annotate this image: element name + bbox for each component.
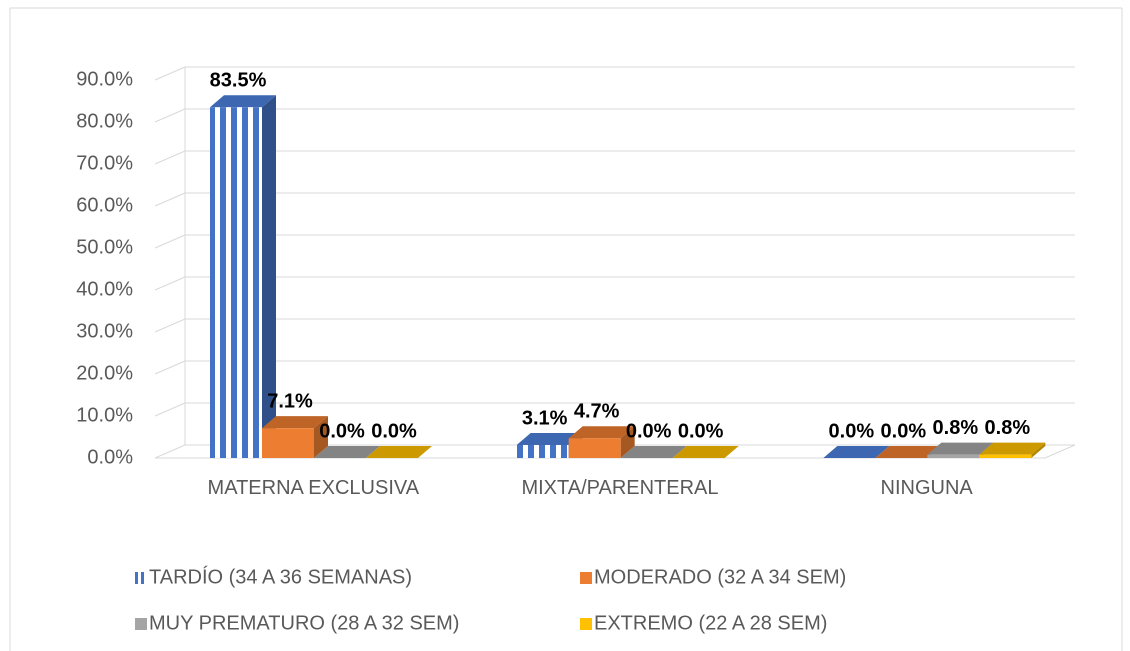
y-tick-label: 0.0% [87, 446, 133, 468]
legend-label: EXTREMO (22 A 28 SEM) [594, 612, 827, 634]
grid-line-side [154, 108, 186, 123]
bar-top [979, 442, 1046, 455]
y-tick-label: 30.0% [76, 320, 133, 342]
x-tick-label: NINGUNA [880, 477, 973, 499]
grid-line-side [154, 318, 186, 333]
legend-marker [135, 572, 138, 584]
legend-marker [135, 618, 147, 630]
bar-top [823, 446, 890, 458]
bar-side [1031, 442, 1046, 458]
y-tick-label: 20.0% [76, 362, 133, 384]
bar-top [314, 446, 380, 458]
bar [516, 444, 569, 458]
value-label: 83.5% [210, 70, 267, 92]
bar-top [927, 442, 994, 455]
value-label: 0.0% [319, 420, 365, 442]
y-tick-label: 60.0% [76, 194, 133, 216]
value-label: 0.0% [371, 420, 417, 442]
bar-top [262, 416, 328, 429]
bar-side [620, 426, 635, 458]
y-tick-label: 70.0% [76, 152, 133, 174]
y-tick-label: 40.0% [76, 278, 133, 300]
y-tick-label: 90.0% [76, 68, 133, 90]
bar [210, 107, 262, 459]
grid-line-side [154, 234, 186, 249]
bar [927, 454, 980, 458]
x-tick-label: MATERNA EXCLUSIVA [207, 477, 420, 499]
grid-line-side [154, 444, 186, 459]
legend-marker [580, 618, 592, 630]
value-label: 0.0% [881, 420, 927, 442]
bar-top [620, 446, 687, 458]
grid-line-side [154, 66, 186, 81]
y-tick-label: 50.0% [76, 236, 133, 258]
legend-label: MODERADO (32 A 34 SEM) [594, 566, 846, 588]
bar-side [262, 95, 276, 459]
value-label: 0.0% [678, 420, 724, 442]
bar-top [672, 446, 739, 458]
y-tick-label: 10.0% [76, 404, 133, 426]
grid-line-side [154, 402, 186, 417]
value-label: 3.1% [522, 407, 568, 429]
floor [155, 444, 1076, 459]
legend-marker [580, 572, 592, 584]
bar-top [210, 95, 276, 108]
value-label: 0.0% [626, 420, 672, 442]
bar [262, 428, 314, 458]
value-label: 4.7% [574, 401, 620, 423]
value-label: 7.1% [267, 390, 313, 412]
bar [568, 438, 621, 458]
legend-label: TARDÍO (34 A 36 SEMANAS) [149, 565, 412, 588]
legend-marker [141, 572, 144, 584]
y-tick-label: 80.0% [76, 110, 133, 132]
grid-line-side [154, 360, 186, 375]
bar-top [568, 426, 635, 439]
bar-side [314, 416, 328, 458]
bar-top [516, 432, 583, 445]
value-label: 0.8% [933, 417, 979, 439]
bar-top [366, 446, 432, 458]
grid-line-side [154, 276, 186, 291]
value-label: 0.8% [985, 417, 1031, 439]
value-label: 0.0% [829, 420, 875, 442]
bar [979, 454, 1032, 458]
grid-line-side [154, 192, 186, 207]
x-tick-label: MIXTA/PARENTERAL [521, 477, 719, 499]
grid-line-side [154, 150, 186, 165]
bar-top [875, 446, 942, 458]
legend-label: MUY PREMATURO (28 A 32 SEM) [149, 612, 459, 634]
